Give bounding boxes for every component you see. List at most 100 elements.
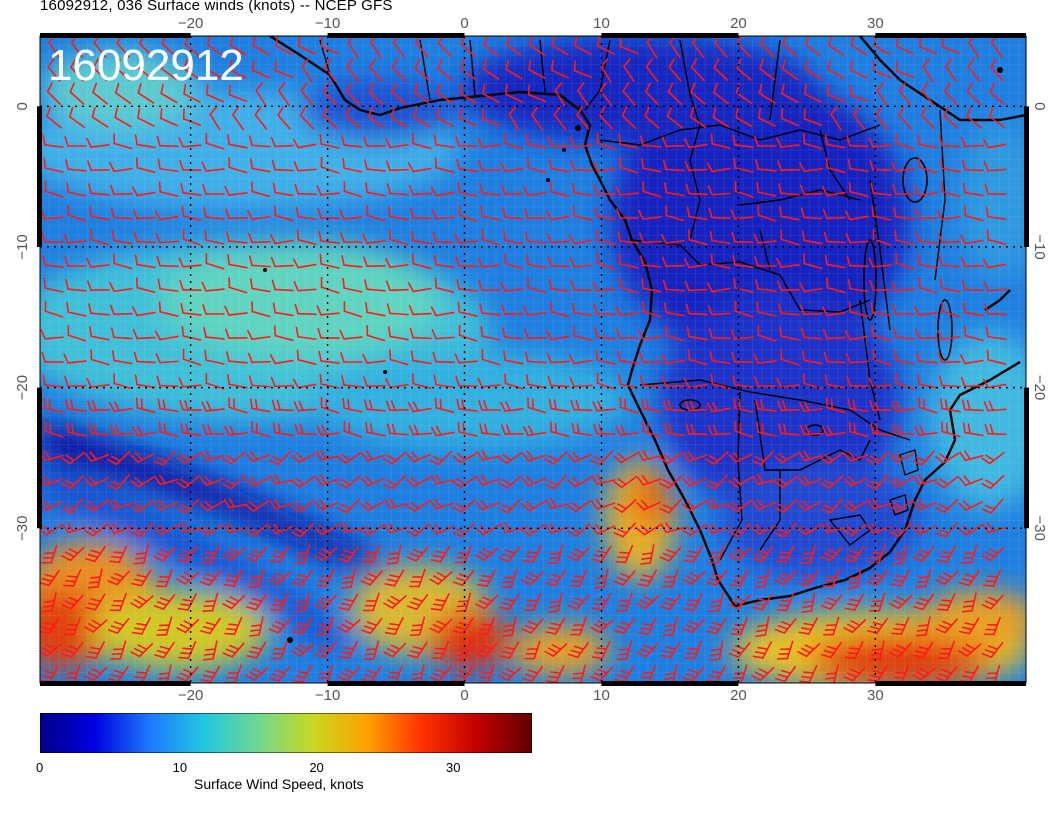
wind-barb — [455, 135, 478, 147]
wind-barb — [615, 424, 639, 436]
wind-barb — [389, 349, 409, 366]
wind-barb — [500, 281, 524, 292]
wind-barb — [636, 474, 662, 486]
wind-barb — [87, 568, 103, 589]
wind-barb — [735, 107, 753, 128]
wind-barb — [682, 450, 708, 462]
wind-barb — [270, 640, 288, 660]
wind-barb — [156, 375, 179, 388]
wind-barb — [667, 106, 683, 129]
lon-label-bottom: 30 — [867, 687, 884, 700]
wind-barb — [65, 398, 87, 412]
wind-barb — [369, 58, 383, 82]
wind-barb — [272, 422, 294, 437]
wind-barb — [593, 303, 616, 315]
wind-barb — [707, 185, 731, 196]
wind-barb — [478, 400, 501, 411]
wind-barb — [363, 136, 386, 147]
wind-barb — [981, 451, 1005, 465]
wind-barb — [113, 373, 133, 390]
wind-barb — [205, 372, 225, 390]
wind-barb — [434, 157, 455, 173]
wind-barb — [301, 58, 313, 83]
wind-barb — [799, 304, 823, 316]
wind-barb — [44, 420, 64, 438]
wind-barb — [478, 280, 501, 291]
wind-barb — [109, 544, 128, 564]
wind-barb — [757, 324, 777, 342]
wind-barb — [314, 524, 339, 536]
wind-barb — [755, 278, 777, 292]
wind-barb — [961, 159, 984, 172]
wind-barb — [508, 106, 520, 131]
wind-barb — [870, 302, 892, 316]
wind-barb — [178, 137, 202, 148]
wind-barb — [437, 58, 453, 81]
wind-barb — [249, 278, 271, 293]
wind-barb — [42, 134, 64, 148]
wind-barb — [365, 422, 386, 437]
wind-barb — [521, 523, 546, 537]
wind-barb — [522, 545, 542, 563]
lon-label-bottom: 10 — [593, 687, 610, 700]
wind-barb — [822, 208, 846, 220]
lon-bar-top — [40, 33, 191, 38]
wind-barb — [685, 183, 708, 196]
wind-barb — [202, 184, 225, 195]
wind-barb — [548, 592, 563, 613]
wind-barb — [937, 352, 961, 364]
wind-barb — [245, 546, 268, 562]
wind-barb — [869, 399, 892, 411]
wind-barb — [821, 425, 846, 437]
wind-barb — [340, 352, 363, 363]
wind-barb — [663, 182, 685, 197]
lon-bar-top — [875, 33, 1026, 38]
wind-barb — [414, 82, 430, 105]
wind-barb — [591, 474, 616, 485]
wind-barb — [224, 425, 248, 436]
wind-barb — [88, 423, 110, 436]
wind-barb — [337, 498, 361, 514]
wind-barb — [959, 234, 984, 245]
wind-barb — [44, 300, 64, 318]
lat-label-right: −30 — [1031, 516, 1048, 541]
wind-barb — [110, 327, 133, 340]
wind-barb — [687, 229, 708, 246]
wind-barb — [870, 422, 892, 436]
wind-barb — [107, 474, 130, 490]
wind-barb — [962, 422, 984, 437]
wind-barb — [845, 233, 869, 244]
wind-barb — [88, 183, 110, 196]
wind-barb — [504, 133, 524, 150]
wind-barb — [890, 569, 911, 587]
wind-barb — [384, 497, 409, 509]
wind-barb — [756, 301, 777, 317]
wind-barb — [825, 277, 846, 294]
wind-barb — [432, 231, 455, 244]
wind-barb — [867, 665, 888, 683]
wind-barb — [871, 325, 892, 341]
wind-barb — [872, 348, 892, 366]
wind-barb — [499, 641, 520, 659]
wind-barb — [385, 137, 409, 149]
wind-barb — [845, 353, 869, 364]
wind-barb — [752, 474, 777, 485]
wind-barb — [481, 348, 501, 366]
wind-barb — [752, 641, 773, 659]
wind-barb — [158, 181, 179, 197]
country-borders — [319, 39, 946, 561]
wind-barb — [830, 106, 842, 131]
wind-barb — [292, 378, 317, 389]
wind-barb — [847, 568, 862, 590]
wind-barb — [847, 158, 869, 173]
wind-barb — [153, 524, 178, 536]
wind-barb — [383, 595, 407, 609]
wind-barb — [778, 423, 800, 436]
wind-barb — [728, 594, 751, 610]
wind-barb — [268, 618, 291, 634]
wind-barb — [981, 594, 1004, 610]
wind-barb — [756, 421, 777, 437]
wind-barb — [341, 134, 363, 148]
wind-barb — [341, 254, 363, 268]
wind-barb — [46, 106, 62, 129]
